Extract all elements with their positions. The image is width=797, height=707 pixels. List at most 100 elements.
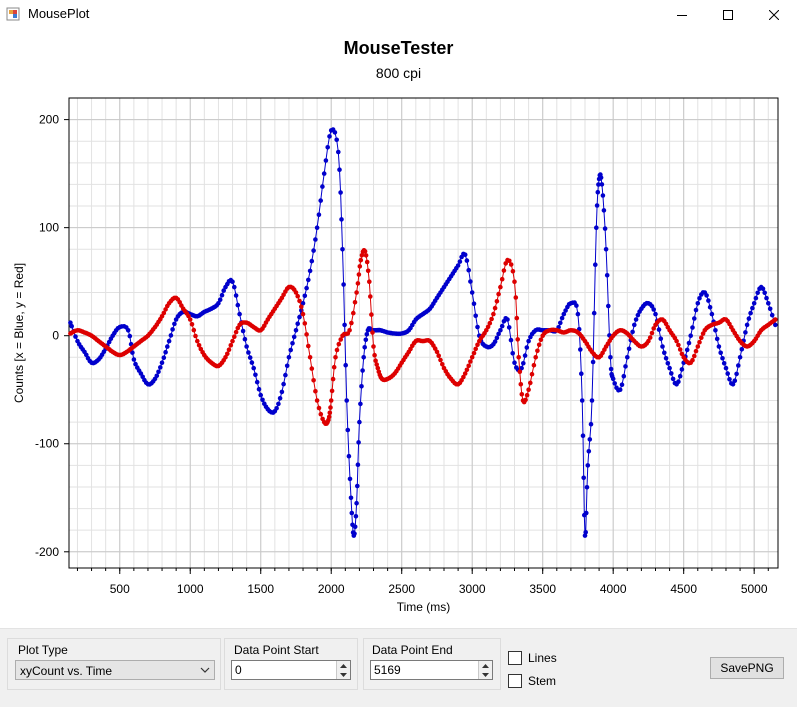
spin-down-icon[interactable] (337, 670, 350, 679)
stem-checkbox[interactable]: Stem (508, 674, 556, 688)
data-point-0 (684, 347, 690, 353)
data-point-1 (223, 355, 228, 360)
data-point-1 (484, 328, 489, 333)
plot-type-select[interactable]: xyCount vs. Time (15, 660, 215, 680)
spin-up-icon[interactable] (337, 661, 350, 670)
data-point-1 (316, 405, 322, 411)
lines-checkbox-box[interactable] (508, 651, 522, 665)
mouseplot-app-icon (6, 7, 20, 21)
close-button[interactable] (751, 0, 797, 29)
data-point-0 (163, 349, 168, 355)
data-point-0 (748, 310, 753, 316)
x-tick-label: 2500 (388, 582, 415, 596)
data-point-0 (466, 267, 472, 273)
data-point-0 (665, 361, 671, 366)
data-point-end-value: 5169 (374, 663, 401, 677)
data-point-0 (360, 368, 365, 373)
data-point-0 (706, 298, 711, 303)
data-point-1 (491, 311, 496, 317)
data-point-0 (251, 365, 256, 371)
data-point-1 (436, 353, 442, 359)
data-point-0 (283, 372, 288, 378)
minimize-button[interactable] (659, 0, 705, 29)
data-point-0 (663, 356, 669, 361)
data-point-1 (318, 411, 324, 417)
data-point-0 (610, 376, 616, 382)
data-point-0 (506, 325, 512, 330)
data-point-0 (612, 381, 617, 386)
data-point-0 (760, 286, 766, 292)
x-tick-label: 5000 (741, 582, 768, 596)
data-point-0 (469, 290, 475, 295)
data-point-0 (584, 485, 590, 490)
data-point-1 (526, 387, 531, 393)
data-point-0 (653, 311, 658, 317)
data-point-0 (313, 237, 318, 242)
data-point-1 (501, 268, 507, 273)
data-point-1 (646, 338, 651, 344)
data-point-0 (588, 421, 594, 427)
data-point-0 (601, 208, 607, 213)
data-point-1 (438, 357, 443, 363)
title-bar[interactable]: MousePlot (0, 0, 797, 29)
data-point-0 (744, 322, 750, 328)
stem-checkbox-box[interactable] (508, 674, 522, 688)
data-point-1 (375, 365, 381, 371)
data-point-0 (579, 371, 584, 377)
data-point-0 (297, 314, 302, 320)
y-axis-label: Counts [x = Blue, y = Red] (12, 263, 26, 403)
data-point-start-spinner[interactable] (336, 661, 350, 679)
spin-down-icon[interactable] (479, 670, 492, 679)
window-title: MousePlot (28, 6, 90, 21)
data-point-0 (626, 346, 632, 352)
data-point-1 (359, 253, 365, 258)
data-point-0 (750, 305, 755, 311)
data-point-0 (737, 355, 743, 360)
data-point-1 (195, 338, 200, 344)
data-point-1 (510, 269, 516, 274)
data-point-0 (676, 379, 681, 385)
data-point-0 (468, 279, 473, 284)
chevron-down-icon (200, 667, 210, 673)
data-point-0 (563, 308, 568, 313)
data-point-1 (314, 398, 320, 403)
data-point-0 (619, 382, 625, 388)
data-point-1 (334, 347, 340, 353)
data-point-0 (521, 361, 526, 366)
data-point-1 (327, 410, 333, 416)
data-point-1 (469, 355, 475, 360)
mouse-plot-chart[interactable]: 500 1000 1500 2000 2500 3000 3500 4000 4500 5000-… (0, 0, 797, 628)
data-point-1 (373, 358, 378, 364)
data-point-1 (473, 346, 479, 352)
data-point-0 (364, 332, 370, 337)
data-point-0 (773, 322, 778, 328)
data-point-1 (690, 357, 695, 363)
data-point-1 (364, 259, 370, 265)
data-point-0 (165, 344, 170, 349)
data-point-end-spinner[interactable] (478, 661, 492, 679)
lines-checkbox[interactable]: Lines (508, 651, 557, 665)
data-point-0 (314, 225, 320, 230)
data-point-0 (279, 389, 285, 395)
data-point-1 (187, 317, 193, 322)
data-point-0 (720, 356, 725, 361)
data-point-1 (313, 388, 318, 394)
data-point-1 (496, 291, 501, 297)
data-point-0 (337, 167, 342, 172)
data-point-0 (353, 514, 359, 519)
data-point-0 (334, 137, 340, 143)
data-point-1 (228, 343, 234, 348)
data-point-start-input[interactable]: 0 (231, 660, 351, 680)
save-png-button[interactable]: SavePNG (710, 657, 784, 679)
data-point-0 (594, 225, 599, 230)
maximize-button[interactable] (705, 0, 751, 29)
data-point-0 (496, 331, 501, 337)
data-point-0 (633, 317, 639, 322)
y-tick-label: 200 (39, 113, 59, 127)
data-point-0 (739, 347, 745, 352)
data-point-1 (487, 320, 493, 326)
spin-up-icon[interactable] (479, 661, 492, 670)
data-point-0 (172, 321, 177, 327)
data-point-0 (462, 252, 468, 257)
data-point-end-input[interactable]: 5169 (370, 660, 493, 680)
